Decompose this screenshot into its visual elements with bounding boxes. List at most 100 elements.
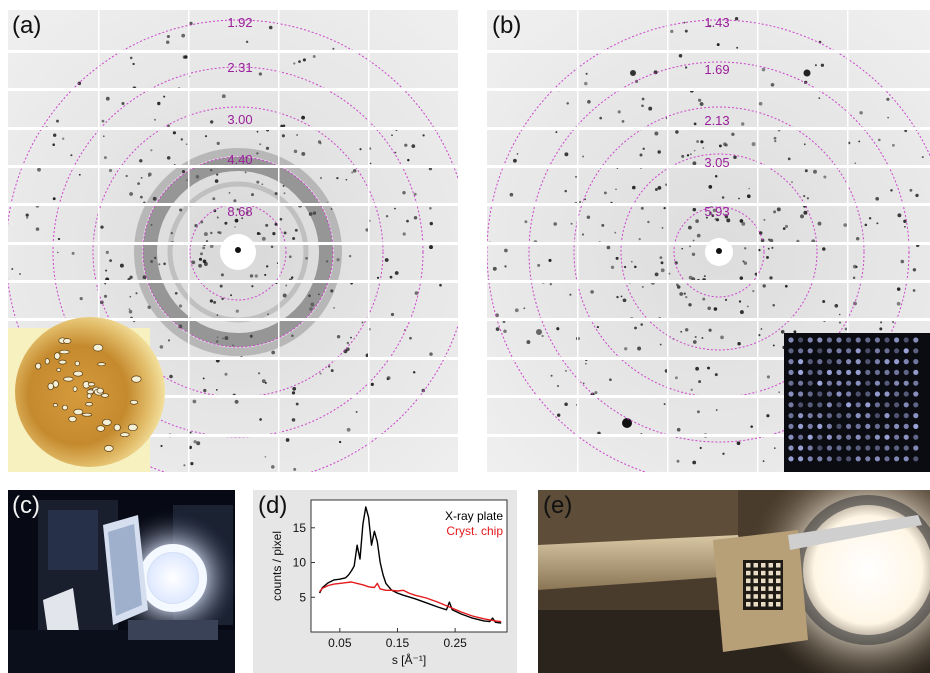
crystal [96,387,104,394]
diffraction-spot [784,284,788,288]
diffraction-spot [787,157,791,161]
diffraction-spot [352,169,357,173]
diffraction-spot [903,219,907,224]
diffraction-spot [53,133,57,137]
diffraction-spot [858,140,861,143]
diffraction-spot [274,222,278,226]
diffraction-spot [504,248,508,253]
diffraction-spot [674,261,678,265]
diffraction-spot [657,150,661,154]
diffraction-spot [198,257,203,261]
diffraction-spot [121,101,125,106]
crystal [52,403,58,408]
diffraction-spot [142,275,147,280]
diffraction-spot [414,291,419,295]
diffraction-spot [439,283,442,287]
chip-well [874,359,880,365]
crystal [59,349,70,355]
diffraction-spot [733,155,737,160]
diffraction-spot [265,223,269,227]
chip-well [894,445,900,451]
crystal [63,338,72,344]
chip-well [807,348,813,354]
diffraction-spot [355,410,358,413]
diffraction-spot [56,119,59,123]
diffraction-spot [726,218,731,223]
detector-gap [368,10,370,472]
ring-label-a-0: 1.92 [227,15,252,30]
chip-well [913,445,919,451]
diffraction-spot [657,186,662,190]
chip-well [817,413,823,419]
chip-well [798,456,804,462]
diffraction-spot [854,162,857,165]
diffraction-spot [351,171,354,174]
diffraction-spot [887,116,889,119]
chip-well [903,348,909,354]
diffraction-spot [268,25,273,30]
crystal [129,399,139,405]
diffraction-spot [758,101,763,106]
diffraction-spot [336,335,341,339]
chip-well [913,413,919,419]
y-tick-label: 10 [293,556,307,570]
diffraction-spot [760,238,765,243]
chip-well [807,456,813,462]
diffraction-spot [291,418,296,422]
diffraction-spot [258,72,263,76]
diffraction-spot [736,441,741,446]
diffraction-spot [170,232,173,235]
diffraction-spot [514,308,519,313]
chip-well [788,380,794,386]
diffraction-spot [330,369,334,373]
diffraction-spot [165,40,170,44]
diffraction-spot [230,294,233,297]
diffraction-spot [205,240,209,243]
detector-gap [487,280,930,283]
diffraction-spot [761,67,766,72]
diffraction-spot [778,391,781,394]
diffraction-spot [429,245,433,250]
diffraction-spot [703,275,706,278]
resolution-ring [142,156,334,348]
chip-well [826,391,832,397]
chip-hole [776,594,781,599]
diffraction-spot [623,265,627,269]
diffraction-spot [553,222,557,226]
diffraction-spot [689,245,691,248]
diffraction-spot [762,460,765,462]
diffraction-spot [620,295,623,298]
diffraction-spot [670,29,674,33]
chip-hole [761,594,766,599]
chip-well [913,380,919,386]
detector-gap [8,434,458,437]
diffraction-spot [333,307,335,309]
diffraction-spot [259,418,262,421]
diffraction-spot [700,140,704,144]
crystal [44,358,50,365]
diffraction-spot [198,263,203,268]
chip-well [817,445,823,451]
chip-well [798,380,804,386]
panel-a: 1.92 2.31 3.00 4.40 8.68 [8,10,458,472]
diffraction-spot [892,321,895,324]
chip-well [846,413,852,419]
diffraction-spot [844,327,848,331]
chip-well [865,456,871,462]
diffraction-spot [365,228,369,232]
diffraction-spot [859,111,863,115]
diffraction-spot [404,143,408,147]
diffraction-spot [676,459,680,463]
diffraction-spot [701,337,704,339]
diffraction-spot [228,192,231,194]
chip-hole [776,586,781,591]
detector-gap [487,357,930,360]
chip-well [855,359,861,365]
chip-well [807,380,813,386]
diffraction-spot [711,214,715,217]
diffraction-spot [688,303,692,307]
diffraction-spot [696,140,699,143]
crystal [101,393,109,398]
diffraction-spot [19,273,21,275]
diffraction-spot [513,158,517,163]
